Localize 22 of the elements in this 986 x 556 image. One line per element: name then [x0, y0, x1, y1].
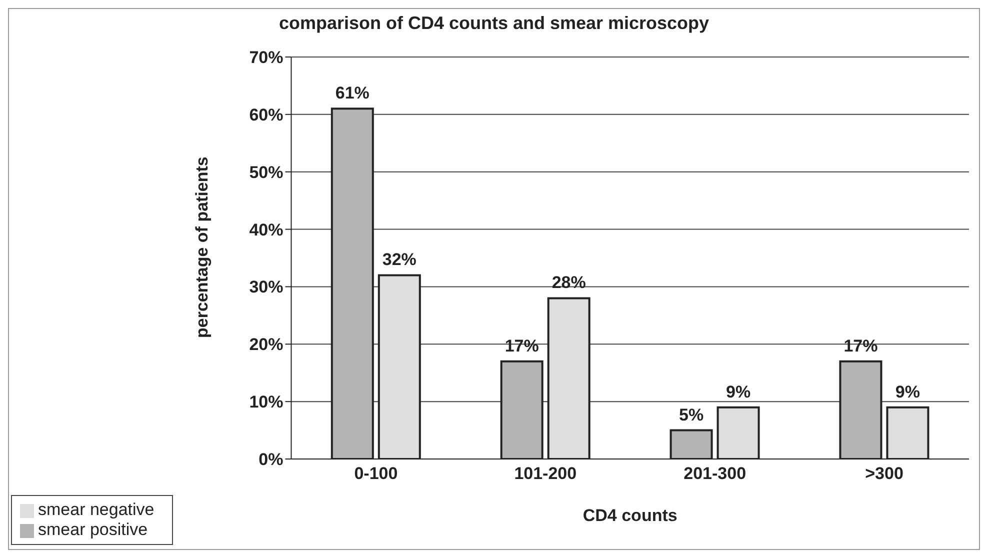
y-tick-label: 20% — [249, 335, 284, 354]
chart-title: comparison of CD4 counts and smear microscopy — [278, 13, 710, 34]
y-axis-title: percentage of patients — [192, 156, 212, 338]
y-tick-label: 50% — [249, 162, 284, 182]
data-label: 9% — [726, 382, 751, 402]
x-tick-label: >300 — [865, 464, 904, 484]
data-label: 9% — [895, 382, 920, 402]
x-tick-label: 101-200 — [514, 464, 577, 484]
x-tick-label: 0-100 — [354, 464, 398, 484]
data-label: 5% — [678, 405, 704, 424]
data-label: 61% — [335, 84, 370, 103]
y-tick-label: 10% — [249, 392, 284, 412]
x-axis-title: CD4 counts — [582, 506, 678, 525]
legend-label: smear positive — [38, 520, 148, 539]
y-tick-label: 30% — [249, 278, 284, 297]
x-tick-label: 201-300 — [684, 464, 746, 484]
y-tick-label: 60% — [249, 105, 284, 124]
data-label: 32% — [382, 250, 416, 270]
y-tick-label: 70% — [249, 48, 284, 68]
y-tick-label: 40% — [249, 220, 284, 240]
legend-label: smear negative — [38, 500, 154, 519]
y-tick-label: 0% — [258, 450, 284, 470]
